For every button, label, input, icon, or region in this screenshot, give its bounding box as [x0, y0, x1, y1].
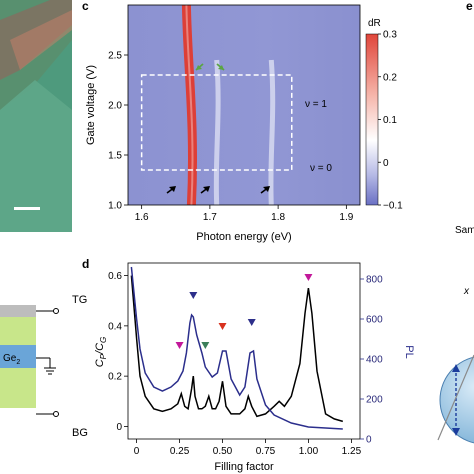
- colorbar-tick-label: 0.2: [383, 72, 397, 83]
- heatmap-c: ν = 1 ν = 0: [127, 4, 361, 206]
- series-cp-cg: [130, 275, 344, 423]
- layer-label: Ge2: [3, 353, 20, 366]
- x-tick-label: 1.9: [339, 212, 353, 223]
- peak-marker: [218, 323, 227, 330]
- scale-bar: [14, 207, 40, 210]
- y-tick-right-label: 600: [366, 315, 383, 326]
- colorbar-tick-label: 0.1: [383, 115, 397, 126]
- colorbar-tick-label: 0.3: [383, 30, 397, 41]
- y-tick-label: 2.0: [108, 101, 122, 112]
- peak-marker: [247, 319, 256, 326]
- heatmap-resonance-highlight: [185, 4, 194, 206]
- y-tick-left-label: 0.4: [108, 321, 122, 332]
- heatmap-xlabel: Photon energy (eV): [196, 231, 291, 243]
- tg-label: TG: [72, 294, 87, 306]
- heatmap-ylabel: Gate voltage (V): [85, 65, 97, 145]
- feature-arrowhead: [169, 186, 176, 192]
- colorbar-tick-label: −0.1: [383, 201, 403, 212]
- peak-marker: [189, 292, 198, 299]
- panel-label-e: e: [466, 0, 473, 13]
- colorbar-tick-label: 0: [383, 158, 389, 169]
- device-schematic: Ge2 TG BG: [0, 294, 88, 439]
- linechart-ylabel-left: CP/CG: [94, 337, 108, 368]
- y-tick-left-label: 0: [116, 422, 122, 433]
- annotation-nu1: ν = 1: [305, 99, 327, 110]
- y-tick-right-label: 0: [366, 435, 372, 446]
- feature-arrowhead: [203, 186, 210, 192]
- x-tick-label: 1.00: [299, 446, 319, 457]
- y-tick-left-label: 0.2: [108, 372, 122, 383]
- x-tick-label: 0.25: [170, 446, 190, 457]
- colorbar: dR 0.3 0.2 0.1 0 −0.1: [365, 18, 403, 212]
- panel-label-d: d: [82, 257, 89, 271]
- green-arrowhead: [196, 65, 202, 70]
- heatmap-resonance-line: [268, 59, 276, 206]
- y-tick-label: 1.5: [108, 151, 122, 162]
- x-tick-label: 1.6: [135, 212, 149, 223]
- peak-marker: [304, 274, 313, 281]
- panel-label-c: c: [82, 0, 89, 13]
- y-tick-left-label: 0.6: [108, 271, 122, 282]
- linechart-d: [127, 262, 361, 440]
- x-tick-label: 0.50: [213, 446, 233, 457]
- x-tick-label: 0: [134, 446, 140, 457]
- y-tick-label: 1.0: [108, 201, 122, 212]
- x-tick-label: 1.25: [342, 446, 362, 457]
- panel-e-text: Sam: [455, 225, 474, 236]
- bg-label: BG: [72, 427, 88, 439]
- heatmap-resonance-line: [181, 4, 198, 206]
- linechart-ylabel-right: PL: [403, 345, 415, 358]
- y-tick-right-label: 400: [366, 355, 383, 366]
- y-tick-label: 2.5: [108, 51, 122, 62]
- linechart-xlabel: Filling factor: [214, 461, 274, 473]
- peak-marker: [175, 342, 184, 349]
- heatmap-plot-area: [128, 5, 360, 205]
- colorbar-title: dR: [368, 18, 381, 29]
- x-tick-label: 1.8: [271, 212, 285, 223]
- annotation-nu0: ν = 0: [310, 163, 332, 174]
- series-pl: [130, 266, 343, 430]
- panel-e-x: x: [463, 286, 470, 297]
- y-tick-right-label: 800: [366, 275, 383, 286]
- x-tick-label: 1.7: [203, 212, 217, 223]
- green-arrowhead: [218, 65, 224, 70]
- heatmap-resonance-line: [213, 59, 221, 206]
- microscope-image: [0, 0, 72, 232]
- x-tick-label: 0.75: [256, 446, 276, 457]
- feature-arrowhead: [263, 186, 270, 192]
- sphere-illustration: [437, 354, 474, 444]
- y-tick-right-label: 200: [366, 395, 383, 406]
- dashed-region: [140, 74, 293, 171]
- peak-marker: [201, 342, 210, 349]
